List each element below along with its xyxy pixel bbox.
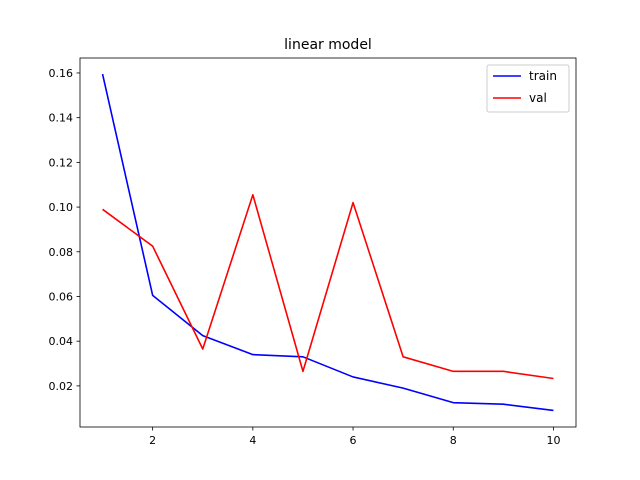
series-line-train	[101, 73, 554, 412]
y-tick-label: 0.02	[49, 380, 74, 393]
x-tick-label: 6	[350, 434, 357, 447]
y-tick-label: 0.10	[49, 201, 74, 214]
x-tick-label: 4	[249, 434, 256, 447]
x-tick-label: 2	[149, 434, 156, 447]
legend-label-train: train	[529, 69, 557, 83]
y-tick-label: 0.04	[49, 335, 74, 348]
chart-title: linear model	[284, 37, 372, 53]
series-line-val	[102, 193, 554, 380]
y-tick-label: 0.06	[49, 290, 74, 303]
y-tick-label: 0.16	[49, 67, 74, 80]
legend: train val	[486, 64, 570, 113]
x-tick-label: 10	[546, 434, 560, 447]
y-tick-label: 0.12	[49, 156, 74, 169]
y-tick-label: 0.14	[49, 112, 74, 125]
y-tick-label: 0.08	[49, 246, 74, 259]
legend-label-val: val	[529, 91, 547, 105]
axes-frame	[79, 57, 577, 428]
x-tick-label: 8	[450, 434, 457, 447]
plot-area: 2 4 6 8 10 0.02 0.04 0.06 0.08 0.10 0.12 0.14 0.16	[49, 57, 577, 447]
